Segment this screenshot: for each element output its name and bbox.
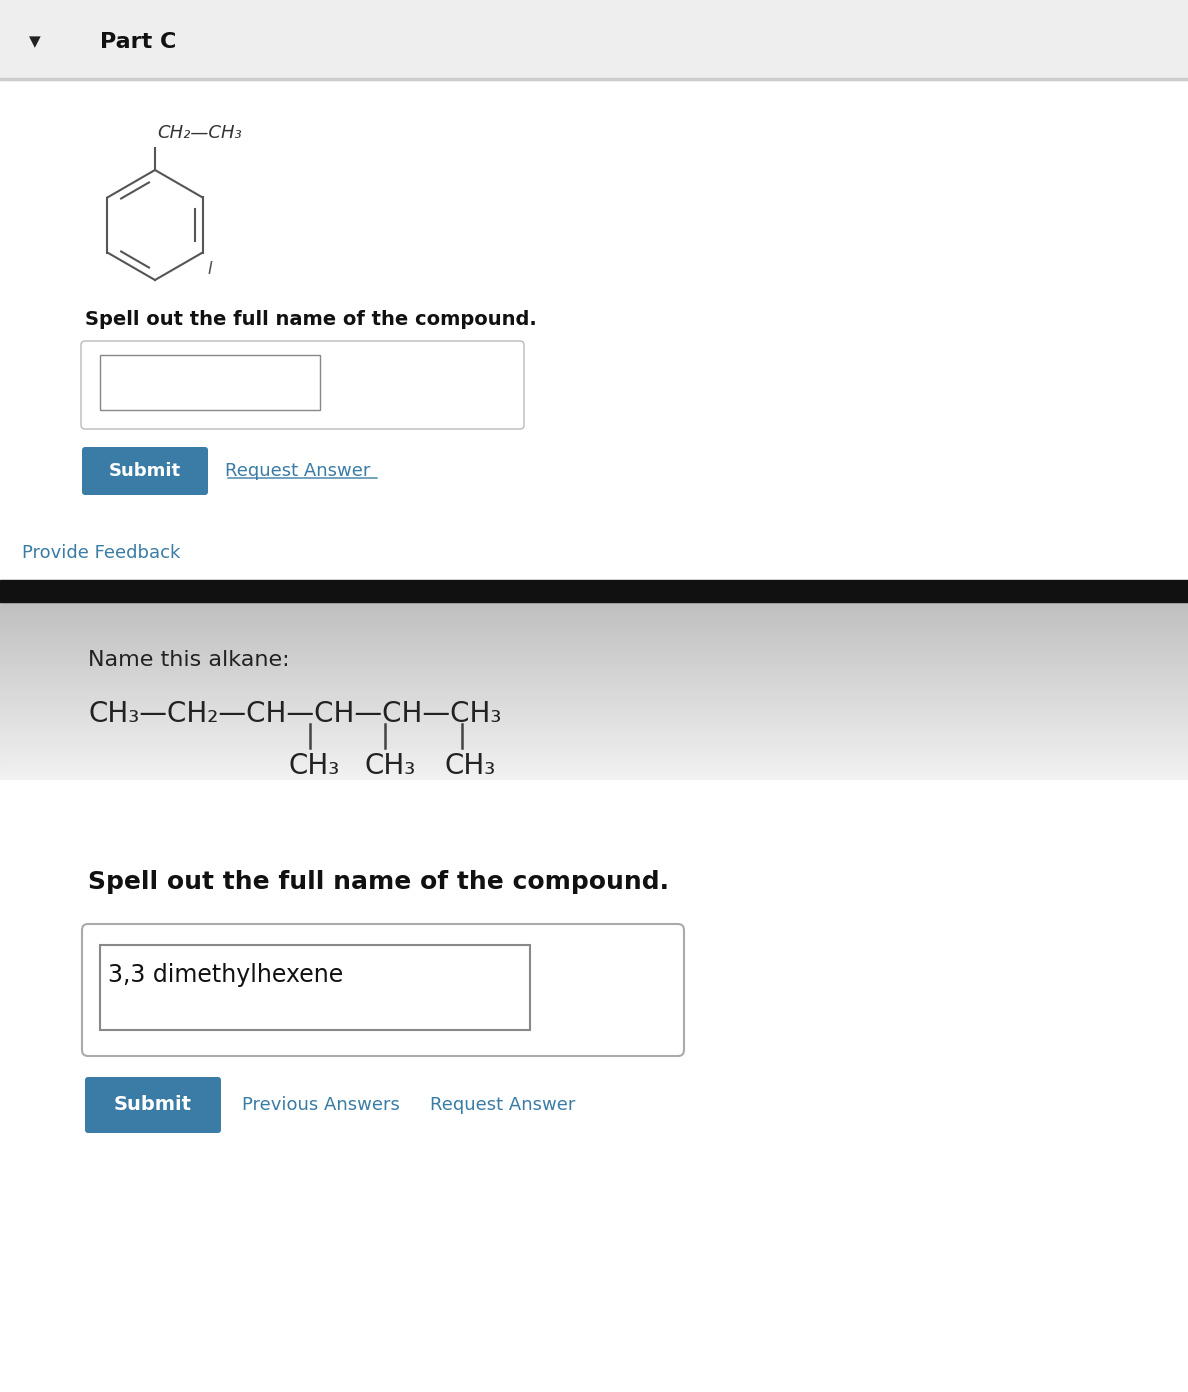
Bar — [0, 78, 1188, 79]
Text: Name this alkane:: Name this alkane: — [88, 650, 290, 670]
Text: I: I — [208, 260, 213, 278]
Bar — [0, 674, 1188, 677]
Bar — [0, 640, 1188, 644]
Bar — [0, 0, 1188, 590]
Bar — [0, 619, 1188, 624]
Bar — [0, 697, 1188, 702]
Bar — [0, 754, 1188, 759]
Bar — [0, 752, 1188, 754]
Bar — [0, 626, 1188, 629]
Text: Spell out the full name of the compound.: Spell out the full name of the compound. — [88, 870, 669, 894]
Bar — [0, 728, 1188, 731]
Bar — [0, 720, 1188, 722]
Bar — [0, 759, 1188, 761]
Bar — [0, 614, 1188, 617]
Bar — [100, 945, 530, 1030]
Text: Request Answer: Request Answer — [430, 1096, 575, 1114]
Text: Previous Answers: Previous Answers — [242, 1096, 400, 1114]
FancyBboxPatch shape — [82, 924, 684, 1057]
Bar — [0, 689, 1188, 692]
Text: CH₃—CH₂—CH—CH—CH—CH₃: CH₃—CH₂—CH—CH—CH—CH₃ — [88, 700, 501, 728]
Bar — [0, 767, 1188, 770]
Bar — [0, 780, 1188, 1392]
Bar — [0, 710, 1188, 713]
Bar — [0, 736, 1188, 741]
Bar — [0, 695, 1188, 697]
Bar — [0, 658, 1188, 663]
Bar — [0, 601, 1188, 606]
Bar — [0, 780, 1188, 782]
Text: CH₃: CH₃ — [287, 752, 340, 780]
Bar — [0, 746, 1188, 749]
Bar — [0, 707, 1188, 710]
Bar — [0, 638, 1188, 640]
Text: 3,3 dimethylhexene: 3,3 dimethylhexene — [108, 963, 343, 987]
Bar — [0, 668, 1188, 671]
Bar — [0, 608, 1188, 611]
Bar — [0, 722, 1188, 725]
Bar — [0, 713, 1188, 715]
Bar — [0, 702, 1188, 704]
Bar — [0, 734, 1188, 736]
Text: Submit: Submit — [114, 1096, 192, 1115]
Text: Submit: Submit — [109, 462, 181, 480]
Bar — [0, 632, 1188, 635]
Bar — [0, 663, 1188, 665]
FancyBboxPatch shape — [86, 1077, 221, 1133]
Bar — [0, 731, 1188, 734]
Bar — [0, 647, 1188, 650]
Bar — [0, 683, 1188, 686]
Text: ▼: ▼ — [30, 35, 40, 50]
Bar — [0, 656, 1188, 658]
Bar — [0, 629, 1188, 632]
Bar — [0, 681, 1188, 683]
Bar — [0, 665, 1188, 668]
Bar — [0, 686, 1188, 689]
Text: Request Answer: Request Answer — [225, 462, 371, 480]
Bar — [0, 671, 1188, 674]
Bar — [0, 770, 1188, 773]
Text: CH₃: CH₃ — [446, 752, 497, 780]
Bar — [0, 715, 1188, 720]
Bar — [100, 355, 320, 411]
Bar — [0, 677, 1188, 681]
Text: Spell out the full name of the compound.: Spell out the full name of the compound. — [86, 310, 537, 329]
Bar — [0, 653, 1188, 656]
Bar — [0, 644, 1188, 647]
Bar — [0, 692, 1188, 695]
Bar — [0, 617, 1188, 619]
Bar — [0, 624, 1188, 626]
FancyBboxPatch shape — [82, 447, 208, 496]
Bar — [0, 635, 1188, 638]
FancyBboxPatch shape — [81, 341, 524, 429]
Bar — [0, 775, 1188, 780]
Bar — [0, 606, 1188, 608]
Bar — [0, 773, 1188, 775]
Bar — [0, 743, 1188, 746]
Bar — [0, 0, 1188, 79]
Text: CH₂—CH₃: CH₂—CH₃ — [157, 124, 241, 142]
Text: Part C: Part C — [100, 32, 176, 52]
Bar — [0, 704, 1188, 707]
Bar — [0, 741, 1188, 743]
Text: Provide Feedback: Provide Feedback — [23, 544, 181, 562]
Bar — [0, 611, 1188, 614]
Bar — [0, 725, 1188, 728]
Bar — [0, 764, 1188, 767]
Bar — [0, 650, 1188, 653]
Bar — [0, 580, 1188, 601]
Bar — [0, 749, 1188, 752]
Text: CH₃: CH₃ — [365, 752, 416, 780]
Bar — [0, 761, 1188, 764]
